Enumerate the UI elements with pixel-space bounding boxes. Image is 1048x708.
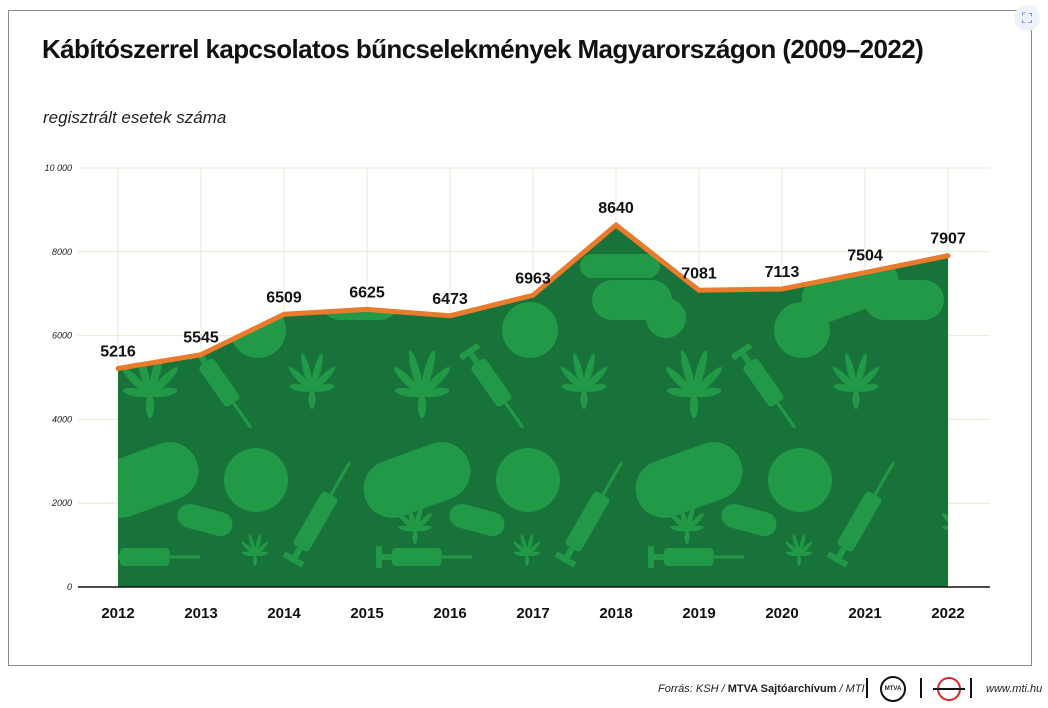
pill-icon (768, 448, 832, 512)
y-tick-label: 8000 (52, 247, 72, 257)
y-tick-label: 4000 (52, 414, 72, 424)
cannabis-leaf-icon (785, 533, 813, 566)
x-tick-label: 2021 (848, 605, 881, 622)
series-line (115, 222, 951, 371)
cannabis-leaf-icon (288, 353, 336, 409)
pill-icon (177, 503, 233, 537)
syringe-icon (826, 460, 896, 568)
pill-icon (502, 302, 558, 358)
chart-title: Kábítószerrel kapcsolatos bűncselekménye… (42, 34, 924, 64)
mtva-logo: MTVA (880, 676, 906, 702)
data-label: 6473 (432, 291, 468, 308)
pill-icon (635, 442, 743, 518)
pill-icon (230, 302, 286, 358)
data-label: 5216 (100, 343, 136, 360)
pill-icon (363, 442, 471, 518)
data-label: 7504 (847, 248, 883, 265)
syringe-icon (118, 548, 200, 566)
data-label: 7113 (765, 264, 800, 281)
pill-icon (721, 503, 777, 537)
data-label: 6963 (515, 270, 551, 287)
separator (866, 678, 868, 698)
syringe-icon (730, 342, 797, 429)
x-tick-label: 2016 (433, 605, 466, 622)
cannabis-leaf-icon (241, 533, 269, 566)
syringe-icon (554, 460, 624, 568)
pill-icon (496, 448, 560, 512)
separator (970, 678, 972, 698)
x-tick-label: 2022 (931, 605, 964, 622)
x-tick-label: 2019 (682, 605, 715, 622)
cannabis-leaf-icon (394, 350, 450, 418)
data-label: 6509 (266, 289, 302, 306)
y-tick-label: 0 (67, 582, 72, 592)
x-tick-label: 2018 (599, 605, 632, 622)
cannabis-leaf-icon (560, 353, 608, 409)
pill-icon (646, 298, 686, 338)
cannabis-leaf-icon (832, 353, 880, 409)
cannabis-leaf-icon (669, 502, 705, 544)
x-tick-label: 2014 (267, 605, 301, 622)
cannabis-leaf-icon (513, 533, 541, 566)
data-label: 8640 (598, 200, 634, 217)
syringe-icon (282, 460, 352, 568)
mti-logo (933, 677, 965, 701)
expand-icon[interactable]: ⛶ (1014, 5, 1040, 31)
axes: 0 2000 4000 6000 8000 10 000 2012 2013 2014 2015 2… (44, 163, 990, 622)
cannabis-leaf-icon (666, 350, 722, 418)
y-tick-label: 10 000 (44, 163, 72, 173)
separator (920, 678, 922, 698)
y-tick-label: 6000 (52, 331, 72, 341)
trend-line (115, 222, 951, 371)
x-tick-label: 2012 (101, 605, 134, 622)
cannabis-leaf-icon (941, 512, 948, 532)
data-label: 7907 (930, 231, 966, 248)
drug-pattern-decoration (118, 254, 948, 568)
pill-icon (224, 448, 288, 512)
pill-icon (449, 503, 505, 537)
x-tick-label: 2017 (516, 605, 549, 622)
syringe-icon (648, 546, 744, 568)
footer: Forrás: KSH / MTVA Sajtóarchívum / MTI M… (640, 676, 1043, 702)
x-tick-label: 2013 (184, 605, 217, 622)
data-label: 6625 (349, 284, 385, 301)
pill-icon (801, 257, 899, 323)
website-link[interactable]: www.mti.hu (986, 683, 1043, 695)
data-label: 7081 (681, 265, 717, 282)
syringe-icon (376, 546, 472, 568)
y-tick-label: 2000 (51, 498, 72, 508)
x-tick-label: 2020 (765, 605, 798, 622)
data-labels: 5216 5545 6509 6625 6473 6963 8640 7081 7113 7504… (100, 200, 966, 360)
syringe-icon (458, 342, 525, 429)
chart-subtitle: regisztrált esetek száma (43, 108, 227, 127)
infographic-frame (8, 10, 1032, 666)
source-text: Forrás: KSH / MTVA Sajtóarchívum / MTI (658, 683, 865, 695)
x-tick-label: 2015 (350, 605, 383, 622)
pill-icon (580, 254, 660, 278)
pill-icon (118, 442, 199, 518)
data-label: 5545 (183, 330, 219, 347)
